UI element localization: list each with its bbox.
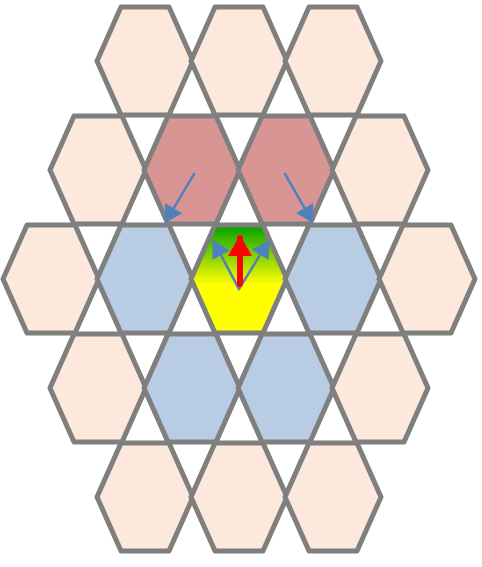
hex-r4-c0	[94, 440, 196, 554]
hex-r3-c3	[329, 331, 431, 445]
hex-r4-c2	[282, 440, 384, 554]
arrow-right-rose	[283, 172, 314, 224]
hex-r4-c1	[188, 440, 290, 554]
arrow-center-right	[237, 239, 270, 291]
hex-r1-c3	[329, 113, 431, 227]
hex-r0-c0	[94, 4, 196, 118]
hex-r2-c3	[282, 222, 384, 336]
hex-r2-c0	[0, 222, 102, 336]
hex-r1-c2	[235, 113, 337, 227]
hex-r3-c1	[141, 331, 243, 445]
hex-r3-c0	[47, 331, 149, 445]
arrows	[164, 172, 314, 291]
hex-r1-c0	[47, 113, 149, 227]
arrow-center-left	[212, 239, 241, 291]
arrow-left-rose	[164, 172, 196, 224]
hex-r2-c1	[94, 222, 196, 336]
hex-r0-c1	[188, 4, 290, 118]
hex-r0-c2	[282, 4, 384, 118]
hex-r3-c2	[235, 331, 337, 445]
hex-r2-c4	[376, 222, 478, 336]
hex-r1-c1	[141, 113, 243, 227]
